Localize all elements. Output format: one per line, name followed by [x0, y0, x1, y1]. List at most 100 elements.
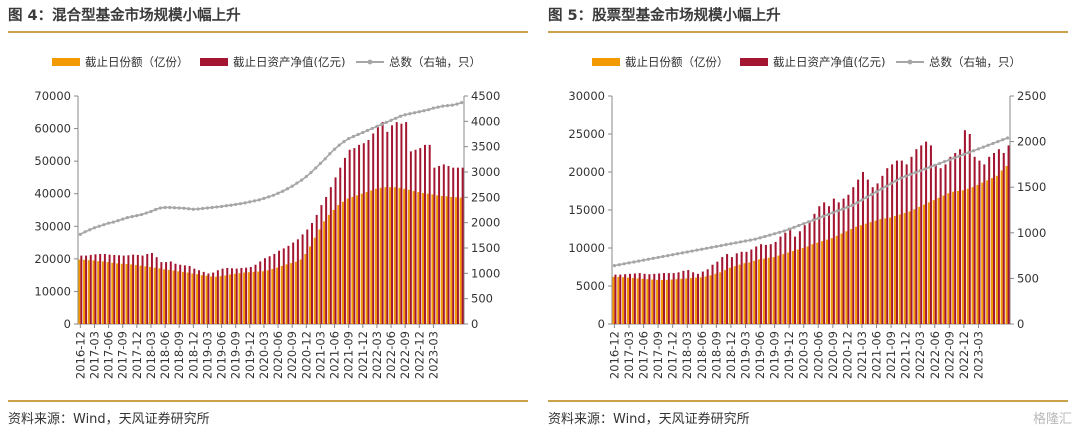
x-tick-label: 2019-09 [229, 331, 243, 379]
bar-nav [80, 255, 83, 324]
bar-shares [825, 239, 828, 324]
bar-nav [798, 231, 801, 324]
bar-nav [329, 187, 332, 324]
y-tick-label: 10000 [568, 241, 605, 255]
count-point [685, 250, 689, 254]
bar-nav [263, 258, 266, 324]
count-point [923, 167, 927, 171]
bar-shares [356, 195, 359, 324]
bar-nav [136, 254, 139, 324]
bar-nav [348, 149, 351, 324]
count-point [874, 190, 879, 194]
bar-nav [146, 253, 149, 324]
bar-nav [949, 156, 952, 324]
bar-shares [903, 213, 906, 324]
bar-nav [789, 229, 792, 324]
bar-shares [636, 278, 639, 324]
bar-shares [714, 273, 717, 324]
bar-shares [665, 279, 668, 324]
bar-shares [918, 206, 921, 324]
bar-shares [276, 267, 279, 324]
count-point [276, 191, 280, 195]
bar-nav [301, 234, 304, 324]
count-point [787, 227, 791, 231]
bar-nav [861, 172, 864, 324]
bar-shares [947, 193, 950, 324]
bar-shares [961, 190, 964, 324]
x-tick-label: 2021-09 [884, 331, 898, 379]
bar-nav [973, 156, 976, 324]
x-tick-label: 2019-03 [738, 331, 752, 379]
count-point [384, 120, 388, 124]
bar-shares [617, 276, 620, 324]
y-tick-label: 70000 [34, 89, 71, 103]
x-tick-label: 2018-09 [709, 331, 723, 379]
bar-shares [675, 279, 678, 324]
bar-shares [351, 196, 354, 324]
x-tick-label: 2020-09 [285, 331, 299, 379]
bar-nav [287, 245, 290, 324]
y2-tick-label: 1000 [471, 266, 500, 280]
bar-shares [196, 274, 199, 324]
bar-nav [624, 274, 627, 324]
count-point [962, 152, 966, 156]
legend-label: 截止日份额（亿份） [85, 55, 189, 69]
bar-shares [459, 197, 462, 324]
count-point [436, 105, 440, 109]
bar-shares [412, 191, 415, 324]
bar-shares [233, 273, 236, 324]
bar-shares [200, 275, 203, 324]
bar-shares [266, 270, 269, 324]
count-point [695, 248, 699, 252]
count-point [894, 179, 898, 183]
x-tick-label: 2020-06 [271, 331, 285, 379]
legend-marker [367, 59, 373, 65]
bar-nav [442, 164, 445, 324]
count-point [709, 245, 714, 249]
count-point [295, 181, 299, 185]
count-point [641, 258, 646, 262]
bar-nav [847, 194, 850, 324]
y2-tick-label: 1500 [471, 241, 500, 255]
count-point [224, 204, 228, 208]
count-point [243, 201, 247, 205]
bar-nav [254, 264, 257, 324]
count-point [337, 143, 341, 147]
x-tick-label: 2017-03 [622, 331, 636, 379]
bar-nav [85, 255, 88, 324]
bar-nav [353, 148, 356, 324]
bar-nav [978, 160, 981, 324]
count-point [763, 234, 767, 239]
count-point [996, 140, 1000, 144]
y2-tick-label: 1500 [1017, 180, 1046, 194]
count-point [972, 149, 976, 153]
bar-shares [733, 266, 736, 324]
count-point [191, 207, 195, 211]
x-tick-label: 2020-03 [257, 331, 271, 379]
count-point [356, 132, 360, 137]
bar-nav [920, 145, 923, 324]
count-point [879, 187, 883, 191]
bar-nav [292, 242, 295, 324]
count-point [130, 214, 134, 219]
bar-nav [760, 244, 763, 324]
bar-shares [158, 268, 161, 324]
count-point [201, 206, 205, 211]
bar-nav [311, 223, 313, 324]
figure-title: 图 4：混合型基金市场规模小幅上升 [8, 8, 241, 24]
bar-shares [153, 267, 156, 324]
y-tick-label: 30000 [568, 89, 605, 103]
count-point [806, 220, 811, 224]
bar-shares [167, 269, 170, 324]
bar-shares [869, 222, 872, 324]
count-point [323, 157, 327, 161]
bar-nav [216, 270, 219, 324]
bar-shares [937, 197, 940, 324]
x-tick-label: 2020-03 [797, 331, 811, 379]
y2-tick-label: 1000 [1017, 226, 1046, 240]
count-point [957, 154, 961, 158]
count-point [121, 217, 125, 221]
bar-nav [438, 166, 441, 324]
bar-nav [983, 164, 986, 324]
bar-nav [769, 244, 772, 324]
